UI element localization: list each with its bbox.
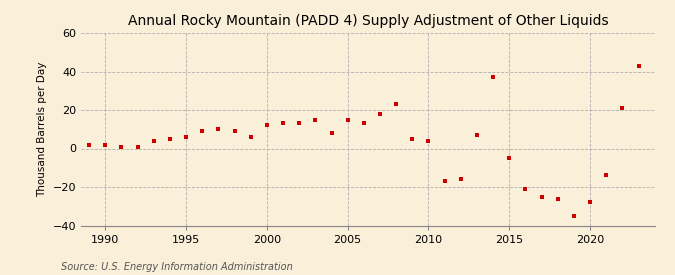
Point	[116, 144, 127, 149]
Point	[520, 187, 531, 191]
Point	[358, 121, 369, 126]
Point	[310, 117, 321, 122]
Y-axis label: Thousand Barrels per Day: Thousand Barrels per Day	[37, 62, 47, 197]
Point	[261, 123, 272, 128]
Title: Annual Rocky Mountain (PADD 4) Supply Adjustment of Other Liquids: Annual Rocky Mountain (PADD 4) Supply Ad…	[128, 14, 608, 28]
Point	[181, 135, 192, 139]
Point	[536, 194, 547, 199]
Point	[213, 127, 224, 131]
Point	[585, 200, 595, 205]
Point	[326, 131, 337, 135]
Point	[439, 179, 450, 183]
Point	[277, 121, 288, 126]
Point	[423, 139, 434, 143]
Point	[407, 137, 418, 141]
Point	[391, 102, 402, 106]
Point	[294, 121, 304, 126]
Point	[165, 137, 176, 141]
Point	[504, 156, 515, 160]
Point	[100, 142, 111, 147]
Point	[456, 177, 466, 182]
Point	[342, 117, 353, 122]
Point	[148, 139, 159, 143]
Point	[197, 129, 208, 133]
Point	[84, 142, 95, 147]
Point	[375, 112, 385, 116]
Point	[488, 75, 499, 79]
Text: Source: U.S. Energy Information Administration: Source: U.S. Energy Information Administ…	[61, 262, 292, 272]
Point	[229, 129, 240, 133]
Point	[601, 173, 612, 178]
Point	[245, 135, 256, 139]
Point	[633, 64, 644, 68]
Point	[568, 214, 579, 218]
Point	[132, 144, 143, 149]
Point	[617, 106, 628, 110]
Point	[472, 133, 483, 137]
Point	[552, 196, 563, 201]
